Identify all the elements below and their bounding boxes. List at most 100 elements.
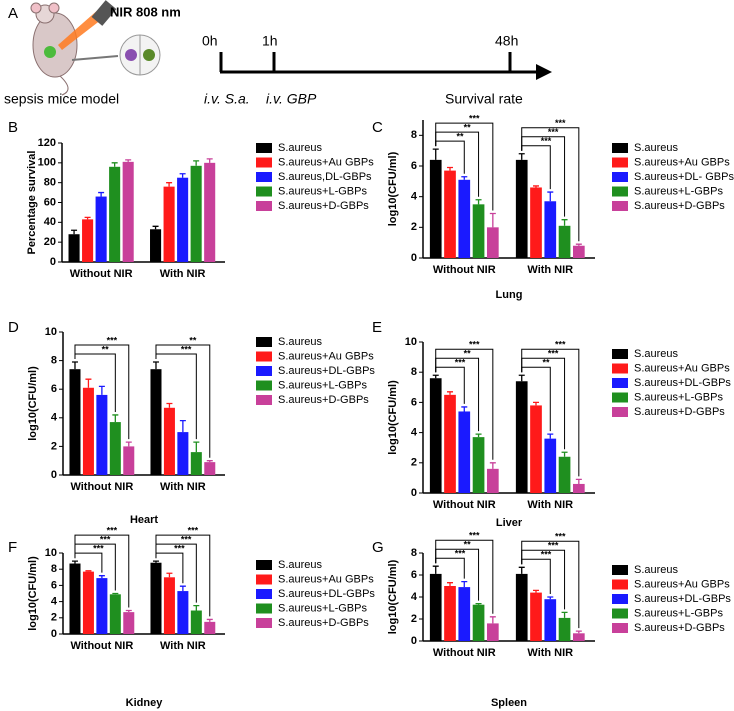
significance-bracket <box>155 552 184 584</box>
bar <box>544 201 557 258</box>
error-bar <box>98 191 105 197</box>
panel-label: E <box>372 319 382 336</box>
legend-label: S.aureus <box>634 564 679 576</box>
legend-label: S.aureus+D-GBPs <box>278 200 369 212</box>
bar <box>68 234 80 262</box>
error-bar <box>166 572 173 578</box>
legend-swatch <box>256 157 272 168</box>
bar <box>530 187 542 258</box>
bar <box>515 159 528 258</box>
bar <box>95 196 107 262</box>
panel-label: G <box>372 539 384 556</box>
bar <box>123 612 135 634</box>
error-bar <box>547 191 554 202</box>
error-bar <box>533 401 540 406</box>
legend-swatch <box>256 201 272 211</box>
model-label: sepsis mice model <box>4 91 119 107</box>
y-tick-label: 2 <box>51 612 57 624</box>
significance-label: *** <box>93 543 104 553</box>
legend-label: S.aureus+DL-GBPs <box>278 588 375 600</box>
bar <box>177 177 189 262</box>
significance-label: *** <box>107 335 118 345</box>
x-tick-label: With NIR <box>527 647 573 659</box>
error-bar <box>561 451 568 457</box>
significance-label: *** <box>107 525 118 535</box>
y-tick-label: 8 <box>51 563 57 575</box>
legend-swatch <box>256 395 272 405</box>
error-bar <box>575 243 582 246</box>
bar <box>458 179 471 258</box>
significance-bracket <box>435 557 465 579</box>
error-bar <box>561 219 568 226</box>
legend-swatch <box>612 186 628 197</box>
significance-label: ** <box>456 132 464 142</box>
legend-label: S.aureus+L-GBPs <box>634 607 723 619</box>
significance-label: *** <box>541 136 552 146</box>
bar <box>444 170 456 258</box>
bar <box>458 411 471 493</box>
bar <box>544 438 557 493</box>
event-label: i.v. S.a. <box>204 91 250 107</box>
error-bar <box>84 216 91 220</box>
legend-label: S.aureus+DL-GBPs <box>278 365 375 377</box>
legend-swatch <box>612 407 628 417</box>
bar <box>122 161 134 262</box>
legend-label: S.aureus+D-GBPs <box>634 200 725 212</box>
error-bar <box>193 605 200 611</box>
error-bar <box>489 212 496 228</box>
bar <box>109 166 121 262</box>
error-bar <box>518 153 525 160</box>
y-tick-label: 4 <box>51 596 58 608</box>
significance-label: *** <box>469 114 480 124</box>
error-bar <box>112 414 119 423</box>
x-axis-title: Lung <box>496 289 523 301</box>
event-label: Survival rate <box>445 91 523 107</box>
y-tick-label: 8 <box>51 355 57 367</box>
event-label: i.v. GBP <box>266 91 317 107</box>
y-tick-label: 8 <box>411 547 417 559</box>
bar <box>109 422 121 475</box>
legend-swatch <box>256 589 272 599</box>
legend-swatch <box>256 337 272 347</box>
significance-bracket <box>521 549 566 610</box>
y-tick-label: 6 <box>411 569 417 581</box>
significance-label: *** <box>555 118 566 128</box>
legend-swatch <box>256 380 272 391</box>
y-tick-label: 40 <box>44 216 56 228</box>
significance-label: ** <box>542 358 550 368</box>
bar <box>204 162 216 262</box>
error-bar <box>475 199 482 205</box>
y-axis-title: Percentage survival <box>26 151 38 255</box>
y-tick-label: 4 <box>411 591 418 603</box>
bar <box>69 369 81 475</box>
bar <box>429 573 442 641</box>
y-tick-label: 60 <box>44 196 56 208</box>
y-axis-title: log10(CFU/ml) <box>387 559 399 634</box>
legend-label: S.aureus+Au GBPs <box>278 350 374 362</box>
legend-swatch <box>612 143 628 153</box>
significance-bracket <box>521 366 551 432</box>
legend-swatch <box>256 186 272 197</box>
bar <box>204 621 216 634</box>
legend-swatch <box>612 594 628 604</box>
error-bar <box>575 630 582 634</box>
error-bar <box>475 602 482 605</box>
significance-bracket <box>74 344 130 440</box>
significance-bracket <box>74 353 116 412</box>
legend-label: S.aureus+D-GBPs <box>634 622 725 634</box>
bar <box>486 623 499 641</box>
x-axis-title: Spleen <box>491 697 527 709</box>
bar <box>458 587 471 641</box>
bar <box>572 483 585 493</box>
error-bar <box>125 609 132 613</box>
legend-label: S.aureus+L-GBPs <box>634 185 723 197</box>
significance-label: *** <box>181 344 192 354</box>
error-bar <box>447 166 454 171</box>
x-tick-label: Without NIR <box>70 268 133 280</box>
error-bar <box>179 585 186 592</box>
legend-label: S.aureus+Au GBPs <box>278 156 374 168</box>
bar <box>530 592 542 641</box>
error-bar <box>179 420 186 433</box>
error-bar <box>432 148 439 160</box>
error-bar <box>533 185 540 188</box>
